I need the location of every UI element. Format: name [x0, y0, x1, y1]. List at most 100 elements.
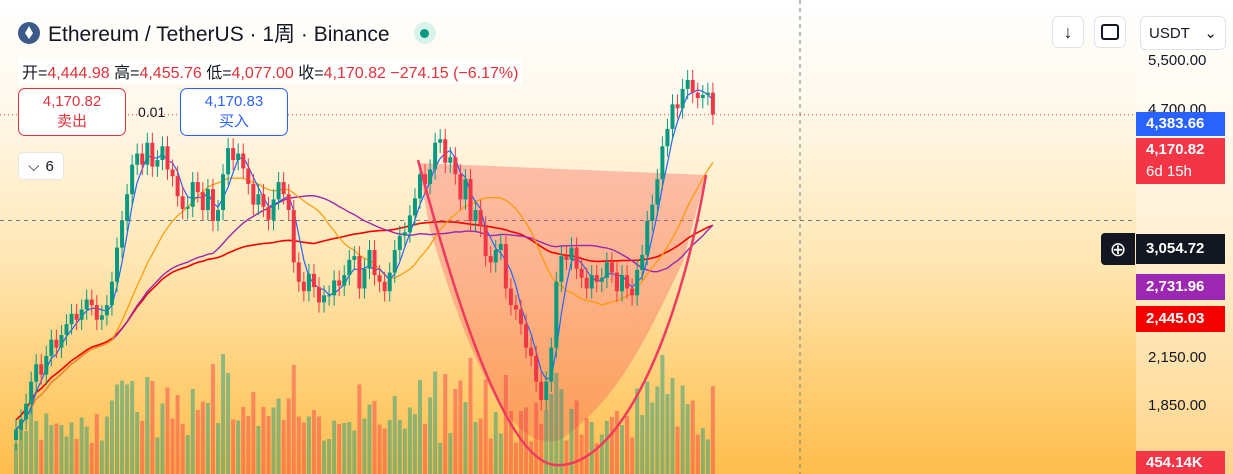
candle-body: [635, 269, 640, 296]
candle-body: [453, 157, 458, 175]
volume-bar: [352, 430, 357, 474]
arrow-down-icon: ↓: [1063, 21, 1073, 42]
volume-bar: [306, 416, 311, 474]
candle-body: [311, 273, 316, 288]
candle-body: [458, 174, 463, 200]
candle-body: [69, 313, 74, 325]
volume-bar: [508, 411, 513, 474]
candle-body: [24, 403, 29, 420]
candle-body: [423, 174, 428, 185]
ma-purple-line: [15, 194, 714, 431]
candle-body: [614, 272, 619, 292]
candle-body: [236, 153, 241, 160]
candle-body: [579, 268, 584, 278]
candle-body: [670, 104, 675, 129]
sell-button[interactable]: 4,170.82 卖出: [18, 88, 126, 136]
volume-bar: [246, 416, 251, 474]
buy-button[interactable]: 4,170.83 买入: [180, 88, 288, 136]
indicators-count: 6: [45, 157, 54, 175]
volume-bar: [519, 411, 523, 474]
candle-body: [443, 139, 448, 163]
volume-bar: [337, 424, 342, 474]
fullscreen-button[interactable]: [1094, 16, 1126, 48]
candle-body: [84, 299, 89, 310]
volume-bar: [44, 413, 49, 474]
candle-body: [625, 275, 630, 289]
candle-body: [407, 215, 412, 233]
candle-body: [645, 220, 650, 255]
download-button[interactable]: ↓: [1052, 16, 1084, 48]
volume-bar: [145, 377, 150, 474]
volume-bar: [34, 421, 39, 474]
currency-value: USDT: [1149, 24, 1190, 42]
candle-body: [109, 281, 114, 306]
candle-body: [468, 179, 473, 221]
candle-body: [190, 182, 195, 207]
volume-bar: [221, 354, 226, 474]
candle-body: [660, 146, 665, 180]
volume-bar: [690, 400, 695, 474]
close-value: 4,170.82: [323, 65, 386, 82]
candle-body: [539, 381, 544, 401]
volume-bar: [170, 418, 175, 474]
volume-bar: [685, 404, 690, 474]
candle-body: [130, 164, 135, 195]
volume-bar: [544, 410, 549, 474]
candle-body: [327, 295, 332, 297]
candle-body: [372, 250, 377, 276]
candle-body: [216, 210, 220, 221]
candle-body: [337, 280, 342, 286]
volume-bar: [241, 407, 246, 474]
candle-body: [322, 295, 327, 303]
volume-bar: [564, 440, 569, 474]
volume-bar: [559, 389, 564, 474]
candle-body: [251, 184, 256, 205]
candle-body: [377, 275, 382, 282]
add-plus-icon[interactable]: ⊕: [1101, 233, 1135, 265]
volume-bar: [135, 412, 140, 474]
volume-bar: [286, 398, 291, 474]
currency-select[interactable]: USDT ⌄: [1140, 16, 1226, 50]
volume-bar: [498, 433, 503, 474]
symbol-header[interactable]: Ethereum / TetherUS · 1周 · Binance: [18, 18, 436, 48]
volume-bar: [620, 425, 624, 474]
candle-body: [104, 305, 109, 316]
candle-body: [175, 176, 180, 197]
last-price: 4,170.82: [1146, 141, 1205, 158]
chevron-down-icon: ⌄: [1204, 25, 1217, 42]
volume-bar: [84, 426, 89, 474]
candle-body: [34, 364, 39, 382]
candle-body: [589, 275, 594, 289]
candle-body: [89, 299, 94, 306]
volume-bar: [478, 418, 483, 474]
volume-bar: [210, 364, 215, 474]
candle-body: [488, 256, 493, 263]
volume-bar: [362, 418, 367, 474]
volume-bar: [534, 402, 539, 474]
candle-body: [433, 142, 438, 170]
candle-body: [609, 262, 614, 273]
candle-body: [463, 179, 468, 200]
candle-body: [145, 142, 150, 165]
sell-label: 卖出: [56, 113, 87, 130]
indicators-toggle[interactable]: ⌵ 6: [18, 152, 64, 180]
volume-bar: [59, 425, 64, 474]
volume-bar: [448, 433, 453, 474]
candle-body: [286, 194, 291, 211]
volume-bar: [342, 423, 347, 474]
symbol-title: Ethereum / TetherUS · 1周 · Binance: [48, 23, 390, 46]
volume-bar: [377, 424, 382, 474]
volume-bar: [165, 387, 170, 474]
volume-bar: [529, 441, 534, 474]
volume-bar: [200, 401, 205, 474]
volume-bar: [301, 422, 306, 474]
market-status-icon[interactable]: [413, 22, 436, 44]
candle-body: [120, 220, 125, 248]
volume-bar: [604, 421, 609, 474]
candle-body: [473, 210, 478, 221]
volume-bar: [150, 381, 155, 474]
volume-bar: [271, 407, 276, 474]
volume-bar: [418, 380, 422, 474]
volume-bar: [675, 426, 680, 474]
